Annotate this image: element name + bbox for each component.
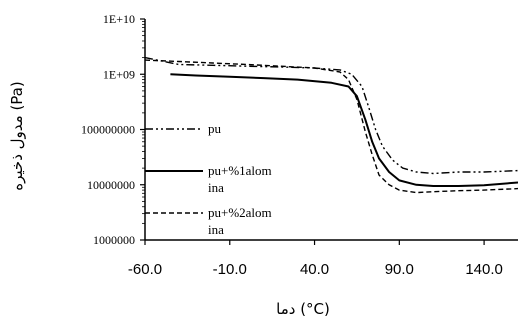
y-axis-title: مدول ذخیره (Pa) bbox=[8, 81, 26, 190]
legend-label-3: ina bbox=[208, 222, 224, 237]
x-tick-label: -60.0 bbox=[128, 261, 162, 278]
legend-label-2: pu+%1alom bbox=[208, 163, 272, 178]
legend: pu pu+%1alom ina pu+%2alom ina bbox=[145, 121, 272, 237]
x-axis-title: دما (°C) bbox=[276, 300, 330, 318]
y-tick-label: 10000000 bbox=[87, 178, 135, 192]
legend-label-1: pu bbox=[208, 121, 222, 136]
y-tick-label: 100000000 bbox=[81, 123, 135, 137]
y-tick-label: 1000000 bbox=[93, 233, 135, 247]
x-tick-label: 40.0 bbox=[300, 261, 329, 278]
series-line-2 bbox=[170, 73, 518, 187]
series-line-1 bbox=[144, 56, 518, 175]
plot-layer bbox=[144, 56, 518, 194]
y-tick-label: 1E+10 bbox=[103, 12, 135, 26]
x-tick-label: 90.0 bbox=[385, 261, 414, 278]
y-tick-label: 1E+09 bbox=[103, 67, 135, 81]
x-tick-label: -10.0 bbox=[213, 261, 247, 278]
legend-label-3: pu+%2alom bbox=[208, 205, 272, 220]
series-line-3 bbox=[144, 59, 518, 194]
axes-layer: 1000000 10000000 100000000 1E+09 1E+10 -60.0 -… bbox=[81, 12, 518, 278]
legend-label-2: ina bbox=[208, 180, 224, 195]
x-tick-label: 140.0 bbox=[465, 261, 503, 278]
